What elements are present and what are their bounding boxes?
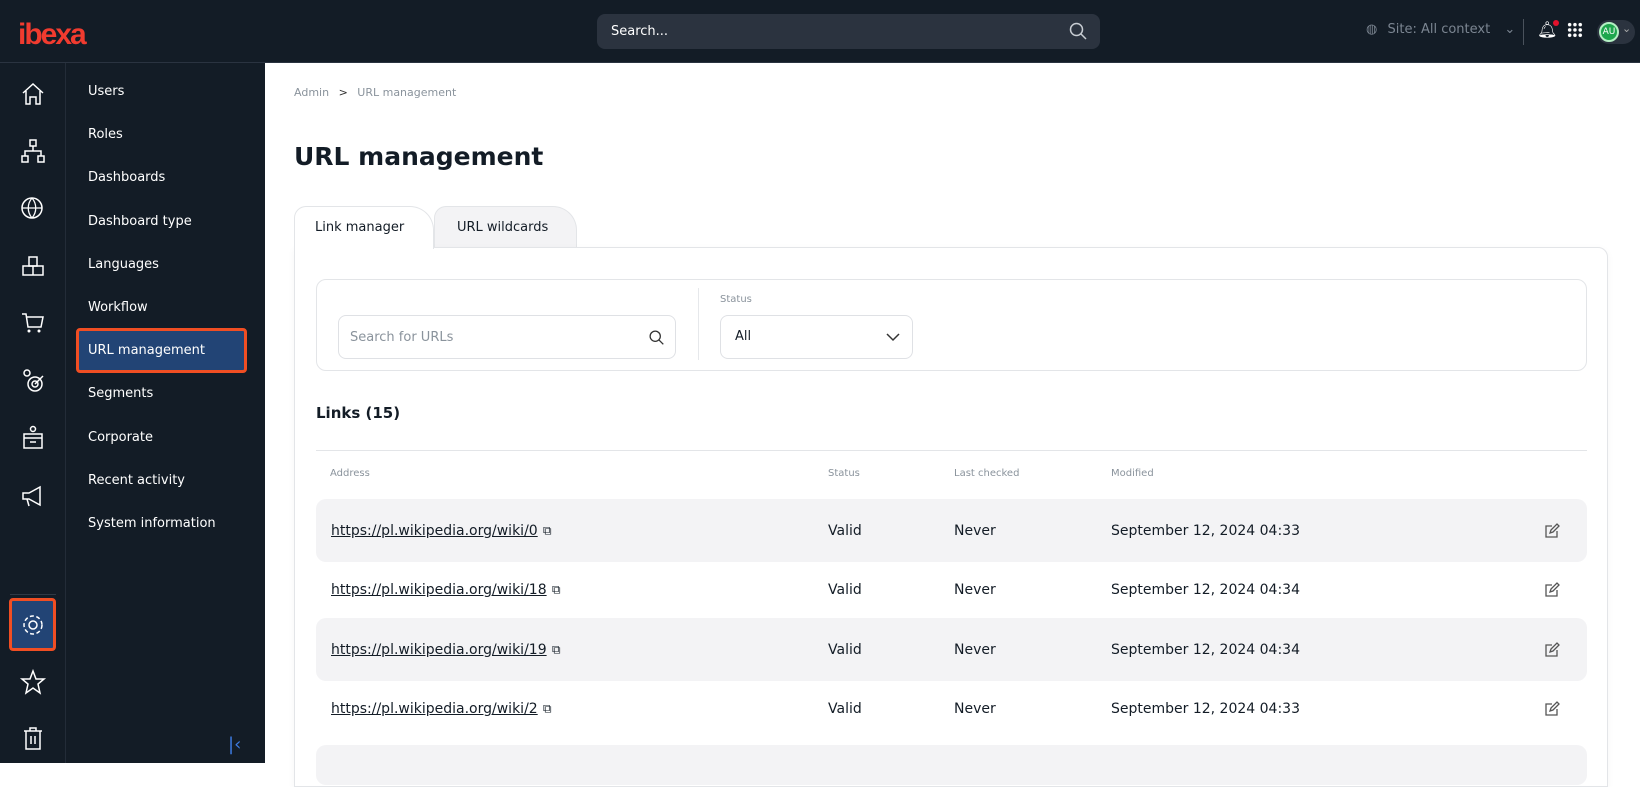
status-cell: Valid (828, 582, 862, 598)
column-header-modified: Modified (1111, 468, 1154, 479)
globe-icon: ◍ (1366, 22, 1378, 37)
breadcrumb: Admin > URL management (294, 86, 456, 99)
tab-label: Link manager (315, 220, 405, 235)
sidebar-item-dashboards[interactable]: Dashboards (88, 170, 166, 186)
sidebar-item-users[interactable]: Users (88, 84, 125, 99)
status-cell: Valid (828, 641, 862, 658)
external-link-icon[interactable]: ⧉ (552, 642, 561, 656)
tab-url-wildcards[interactable]: URL wildcards (434, 206, 577, 248)
trash-icon[interactable] (19, 724, 47, 752)
sidebar-item-dashboard-type[interactable]: Dashboard type (88, 213, 192, 229)
status-value: All (735, 329, 752, 344)
edit-icon[interactable] (1544, 701, 1560, 717)
divider (698, 288, 699, 360)
user-menu[interactable]: AU ⌄ (1597, 20, 1635, 44)
site-context-dropdown[interactable]: ◍ Site: All context ⌄ (1366, 22, 1515, 37)
breadcrumb-current: URL management (357, 86, 457, 99)
admin-sidebar (66, 63, 265, 763)
status-cell: Valid (828, 701, 862, 717)
column-header-status: Status (828, 468, 860, 479)
home-icon[interactable] (19, 80, 47, 108)
url-link[interactable]: https://pl.wikipedia.org/wiki/2 (331, 701, 538, 717)
sidebar-item-corporate[interactable]: Corporate (88, 429, 153, 445)
apps-grid-icon[interactable] (1567, 22, 1583, 38)
sidebar-item-system-information[interactable]: System information (88, 516, 216, 531)
sidebar-item-url-management[interactable]: URL management (88, 343, 206, 359)
column-header-address: Address (330, 468, 370, 479)
sidebar-item-roles[interactable]: Roles (88, 127, 123, 143)
chevron-down-icon (886, 333, 900, 342)
targeting-icon[interactable] (19, 367, 47, 395)
search-icon[interactable] (1068, 21, 1088, 41)
megaphone-icon[interactable] (19, 482, 47, 510)
search-placeholder: Search... (611, 24, 669, 39)
top-bar: ibexa Search... ◍ Site: All context ⌄ 🔔︎… (0, 0, 1640, 63)
external-link-icon[interactable]: ⧉ (552, 582, 561, 597)
last-checked-cell: Never (954, 641, 996, 658)
collapse-sidebar-icon[interactable]: |‹ (228, 734, 242, 755)
table-row: https://pl.wikipedia.org/wiki/18 Valid N… (316, 562, 1587, 618)
global-search-input[interactable]: Search... (597, 14, 1100, 49)
tab-label: URL wildcards (457, 220, 549, 235)
edit-icon[interactable] (1544, 522, 1560, 539)
external-link-icon[interactable]: ⧉ (543, 701, 552, 716)
edit-icon[interactable] (1544, 582, 1560, 598)
modified-cell: September 12, 2024 04:33 (1111, 701, 1300, 717)
ibexa-logo[interactable]: ibexa (18, 18, 87, 51)
sidebar-item-active-highlight (76, 328, 247, 373)
status-select[interactable]: All (720, 315, 913, 359)
url-link[interactable]: https://pl.wikipedia.org/wiki/19 (331, 641, 547, 658)
admin-settings-button[interactable] (9, 598, 56, 651)
chevron-down-icon: ⌄ (1504, 22, 1516, 37)
modified-cell: September 12, 2024 04:34 (1111, 582, 1300, 598)
table-row: https://pl.wikipedia.org/wiki/19 Valid N… (316, 618, 1587, 681)
external-link-icon[interactable]: ⧉ (543, 523, 552, 537)
icon-rail (0, 63, 66, 763)
table-row: https://pl.wikipedia.org/wiki/0 Valid Ne… (316, 499, 1587, 562)
breadcrumb-admin[interactable]: Admin (294, 86, 330, 99)
customer-portal-icon[interactable] (19, 424, 47, 452)
sidebar-item-workflow[interactable]: Workflow (88, 300, 148, 315)
breadcrumb-separator: > (338, 86, 348, 99)
site-label: Site: All context (1387, 22, 1491, 37)
star-icon[interactable] (19, 668, 47, 696)
page-title: URL management (294, 142, 544, 171)
status-label: Status (720, 294, 752, 305)
sidebar-item-languages[interactable]: Languages (88, 256, 159, 272)
products-icon[interactable] (19, 252, 47, 280)
divider (1523, 19, 1524, 45)
tab-link-manager[interactable]: Link manager (294, 206, 434, 249)
bell-icon[interactable]: 🔔︎ (1537, 20, 1560, 39)
cart-icon[interactable] (19, 309, 47, 337)
sidebar-item-recent-activity[interactable]: Recent activity (88, 472, 185, 488)
url-link[interactable]: https://pl.wikipedia.org/wiki/18 (331, 582, 547, 598)
divider (10, 594, 56, 595)
table-row: https://pl.wikipedia.org/wiki/2 Valid Ne… (316, 681, 1587, 737)
search-placeholder: Search for URLs (350, 330, 454, 345)
modified-cell: September 12, 2024 04:33 (1111, 522, 1300, 539)
last-checked-cell: Never (954, 522, 996, 539)
last-checked-cell: Never (954, 582, 996, 598)
filters-box (316, 279, 1587, 371)
url-search-input[interactable]: Search for URLs (338, 315, 676, 359)
last-checked-cell: Never (954, 701, 996, 717)
modified-cell: September 12, 2024 04:34 (1111, 641, 1300, 658)
status-cell: Valid (828, 522, 862, 539)
search-icon[interactable] (648, 329, 665, 346)
chevron-down-icon: ⌄ (1622, 22, 1632, 35)
gear-icon (23, 615, 43, 635)
globe-icon[interactable] (19, 194, 47, 222)
sidebar-item-segments[interactable]: Segments (88, 386, 154, 402)
table-row (316, 745, 1587, 785)
url-link[interactable]: https://pl.wikipedia.org/wiki/0 (331, 522, 538, 539)
links-title: Links (15) (316, 404, 401, 422)
content-tree-icon[interactable] (19, 137, 47, 165)
divider (316, 450, 1587, 451)
edit-icon[interactable] (1544, 641, 1560, 658)
column-header-last-checked: Last checked (954, 468, 1020, 479)
avatar: AU (1599, 22, 1619, 42)
